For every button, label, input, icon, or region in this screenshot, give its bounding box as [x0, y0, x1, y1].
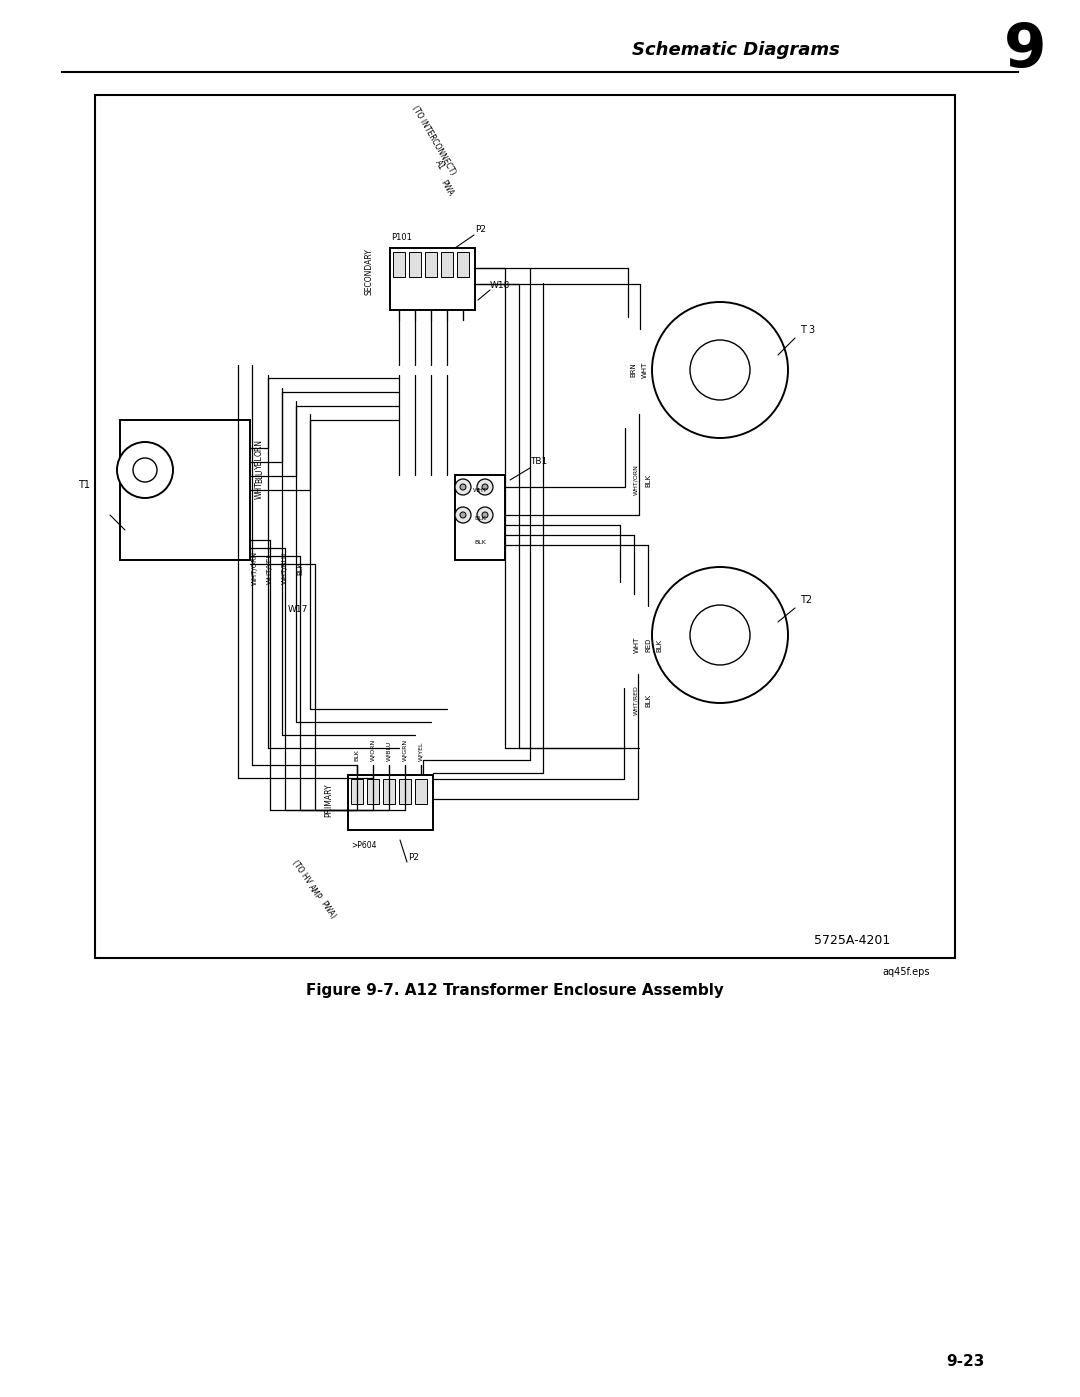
Bar	[120, 420, 249, 560]
Text: BLK: BLK	[354, 749, 360, 761]
Bar	[399, 780, 411, 805]
Bar	[95, 95, 955, 958]
Text: TB1: TB1	[530, 457, 548, 467]
Text: PRIMARY: PRIMARY	[324, 784, 333, 817]
Text: BLK: BLK	[645, 474, 651, 486]
Bar	[367, 780, 379, 805]
Text: BLK: BLK	[474, 517, 486, 521]
Text: 9-23: 9-23	[947, 1355, 985, 1369]
Text: P101: P101	[391, 233, 411, 243]
Text: WHT/YEL: WHT/YEL	[267, 552, 273, 584]
Text: W/YEL: W/YEL	[419, 742, 423, 761]
Text: >P604: >P604	[351, 841, 377, 849]
Text: (TO INTERCONNECT): (TO INTERCONNECT)	[410, 103, 458, 176]
Bar	[383, 780, 395, 805]
Text: A1: A1	[433, 158, 446, 172]
Text: BLK: BLK	[645, 693, 651, 707]
Circle shape	[652, 567, 788, 703]
Text: AMP: AMP	[307, 883, 323, 901]
Circle shape	[455, 479, 471, 495]
Text: YEL: YEL	[255, 455, 264, 469]
Text: WHT/BLU: WHT/BLU	[282, 552, 288, 584]
Text: (TO HV: (TO HV	[291, 858, 313, 886]
Text: BLK: BLK	[474, 541, 486, 545]
Text: WHT: WHT	[255, 481, 264, 499]
Bar	[409, 251, 421, 277]
Text: WHT: WHT	[473, 489, 487, 493]
Circle shape	[455, 507, 471, 522]
Text: BLK: BLK	[297, 562, 303, 574]
Text: W/ORN: W/ORN	[370, 739, 376, 761]
Circle shape	[482, 483, 488, 490]
Text: Schematic Diagrams: Schematic Diagrams	[632, 41, 840, 59]
Text: RED: RED	[645, 638, 651, 652]
Text: W17: W17	[288, 605, 309, 615]
Text: T1: T1	[78, 481, 90, 490]
Circle shape	[117, 441, 173, 497]
Text: W/GRN: W/GRN	[403, 739, 407, 761]
Bar	[455, 475, 505, 560]
Text: WHT: WHT	[642, 362, 648, 379]
Circle shape	[690, 605, 750, 665]
Bar	[415, 780, 427, 805]
Text: T2: T2	[800, 595, 812, 605]
Bar	[426, 251, 437, 277]
Bar	[393, 251, 405, 277]
Text: ORN: ORN	[255, 440, 264, 457]
Text: BRN: BRN	[630, 363, 636, 377]
Text: WHT/RED: WHT/RED	[634, 685, 638, 715]
Circle shape	[477, 507, 492, 522]
Bar	[348, 775, 433, 830]
Circle shape	[482, 511, 488, 518]
Circle shape	[460, 511, 465, 518]
Text: WHT/ORN: WHT/ORN	[252, 550, 258, 585]
Bar	[351, 780, 363, 805]
Text: W/BLU: W/BLU	[387, 740, 391, 761]
Circle shape	[652, 302, 788, 439]
Text: BLK: BLK	[656, 638, 662, 651]
Text: 5725A-4201: 5725A-4201	[813, 933, 890, 947]
Circle shape	[460, 483, 465, 490]
Text: PWA: PWA	[438, 179, 455, 197]
Text: P2: P2	[475, 225, 486, 235]
Text: T 3: T 3	[800, 326, 815, 335]
Bar	[441, 251, 453, 277]
Text: P2: P2	[408, 854, 419, 862]
Circle shape	[133, 458, 157, 482]
Circle shape	[477, 479, 492, 495]
Text: aq45f.eps: aq45f.eps	[882, 967, 930, 977]
Text: BLU: BLU	[255, 469, 264, 483]
Circle shape	[690, 339, 750, 400]
Text: 9: 9	[1003, 21, 1047, 80]
Text: Figure 9-7. A12 Transformer Enclosure Assembly: Figure 9-7. A12 Transformer Enclosure As…	[306, 982, 724, 997]
Text: WHT: WHT	[634, 637, 640, 654]
Text: PWA): PWA)	[319, 900, 337, 921]
Text: WHT/ORN: WHT/ORN	[634, 465, 638, 496]
Text: SECONDARY: SECONDARY	[365, 249, 374, 295]
Bar	[390, 249, 475, 310]
Text: W18: W18	[490, 281, 511, 289]
Bar	[457, 251, 469, 277]
